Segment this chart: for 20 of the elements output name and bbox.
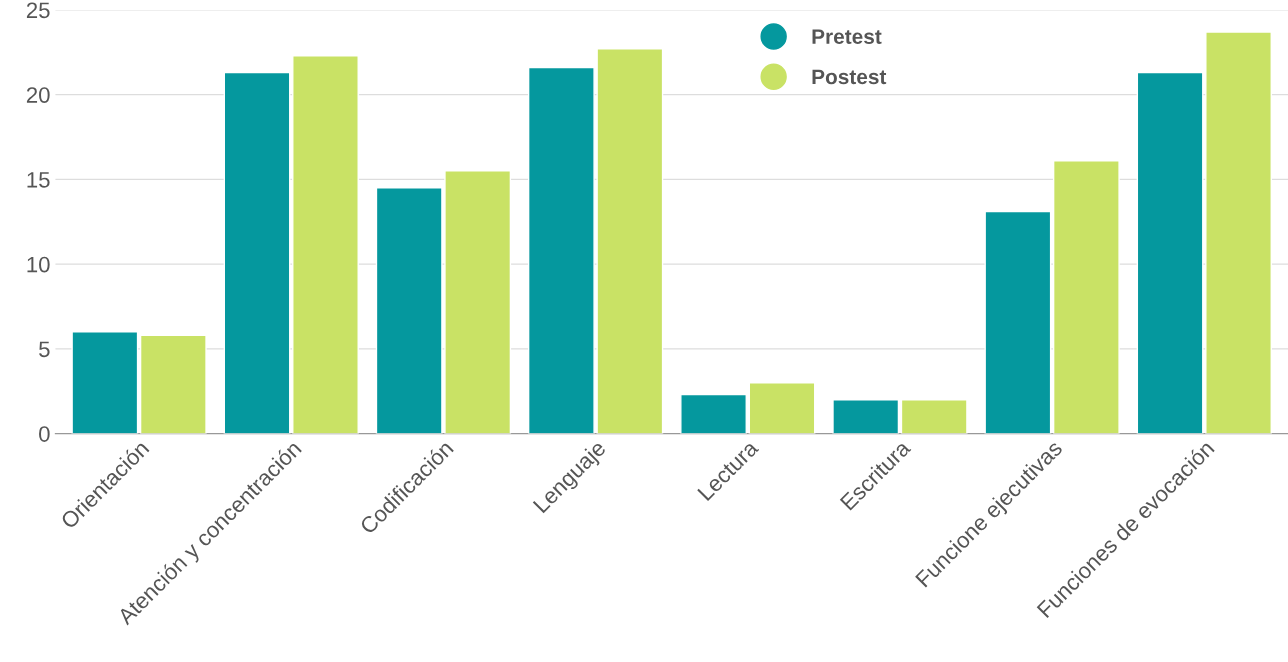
y-tick-label: 5 xyxy=(39,341,50,358)
bar xyxy=(292,54,359,434)
bar xyxy=(900,399,968,434)
bar xyxy=(223,71,291,434)
bar xyxy=(984,210,1052,434)
bar xyxy=(71,331,139,434)
bar xyxy=(680,393,747,434)
y-tick-label: 10 xyxy=(27,256,50,273)
bar xyxy=(139,334,207,434)
y-tick-label: 15 xyxy=(27,172,50,188)
legend-label: Postest xyxy=(812,69,887,85)
bar xyxy=(1052,160,1120,434)
bar xyxy=(832,399,900,434)
bar xyxy=(1205,31,1272,434)
y-tick-label: 0 xyxy=(39,426,50,442)
y-tick-label: 20 xyxy=(26,87,50,103)
legend-label: Pretest xyxy=(812,29,882,44)
bar xyxy=(748,382,816,434)
bar xyxy=(1136,71,1204,434)
y-tick-label: 25 xyxy=(26,2,50,19)
